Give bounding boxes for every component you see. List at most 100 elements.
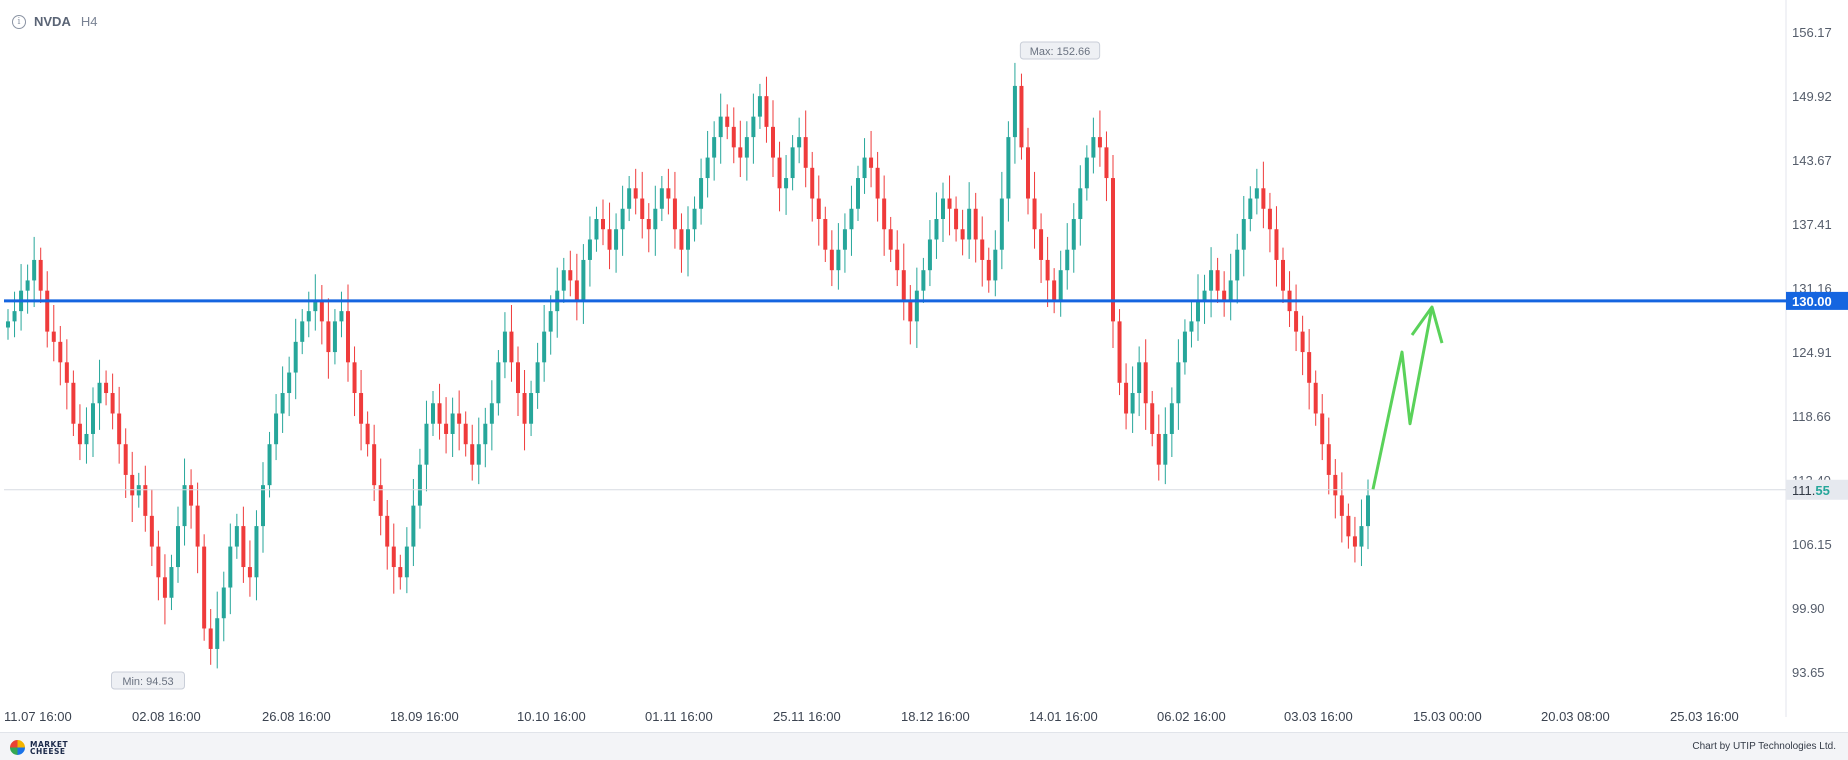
candle-body — [1176, 362, 1181, 404]
candle-body — [313, 300, 318, 312]
current-price-tag — [1786, 479, 1848, 500]
max-label-box — [1019, 41, 1101, 60]
candle-body — [431, 403, 435, 424]
candle-body — [476, 444, 481, 465]
candle-body — [999, 198, 1004, 250]
candle-body — [202, 546, 207, 629]
candle-body — [1320, 413, 1325, 445]
candle-body — [1261, 188, 1266, 209]
candle-body — [417, 464, 422, 506]
info-icon[interactable]: i — [12, 14, 26, 29]
candle-body — [620, 208, 625, 230]
candle-body — [38, 259, 43, 291]
candle-body — [25, 280, 30, 291]
y-tick-label: 149.92 — [1792, 89, 1832, 104]
y-tick-label: 137.41 — [1792, 217, 1832, 232]
candle-body — [836, 249, 841, 271]
candle-body — [97, 382, 102, 404]
candle-body — [215, 618, 220, 649]
candle-body — [470, 444, 475, 465]
candle-body — [1052, 280, 1057, 301]
price-chart[interactable]: 156.17149.92143.67137.41131.16124.91118.… — [0, 0, 1848, 732]
candle-body — [1104, 147, 1109, 179]
candle-body — [1366, 495, 1370, 527]
candle-body — [51, 331, 56, 342]
candle-body — [1163, 433, 1168, 465]
candle-body — [1045, 259, 1050, 281]
candle-body — [1202, 290, 1207, 301]
candle-body — [12, 311, 17, 322]
candle-body — [790, 147, 795, 179]
candle-body — [169, 567, 174, 598]
candle-body — [895, 249, 900, 271]
candle-body — [6, 321, 10, 328]
candle-body — [941, 198, 945, 220]
x-tick-label: 11.07 16:00 — [4, 709, 72, 724]
candle-body — [529, 393, 534, 424]
y-tick-label: 99.90 — [1792, 601, 1825, 616]
candle-body — [568, 270, 573, 281]
candle-body — [463, 423, 468, 445]
candle-body — [1352, 536, 1357, 547]
candle-body — [267, 444, 272, 486]
candle-body — [614, 229, 619, 250]
candle-body — [195, 505, 200, 547]
candle-body — [326, 321, 331, 353]
candle-body — [1084, 157, 1089, 189]
candle-body — [293, 341, 298, 373]
x-tick-label: 01.11 16:00 — [645, 709, 713, 724]
candle-body — [319, 300, 324, 322]
candle-body — [1307, 352, 1312, 383]
candle-body — [1228, 280, 1233, 301]
candle-body — [607, 229, 612, 250]
candle-body — [672, 198, 677, 230]
x-tick-label: 10.10 16:00 — [517, 709, 586, 724]
candle-body — [581, 259, 586, 301]
candle-body — [404, 546, 409, 578]
timeframe-label[interactable]: H4 — [80, 14, 98, 29]
candle-body — [548, 311, 553, 332]
candle-body — [149, 515, 154, 547]
candle-body — [692, 208, 697, 230]
candle-body — [306, 311, 311, 322]
x-tick-label: 18.09 16:00 — [390, 709, 459, 724]
candle-body — [666, 188, 671, 199]
candle-body — [1215, 270, 1220, 291]
candle-body — [901, 270, 906, 301]
candle-body — [1078, 188, 1083, 220]
candle-body — [908, 300, 913, 322]
candle-body — [973, 208, 978, 240]
candle-body — [280, 393, 285, 414]
candle-body — [359, 393, 364, 424]
candle-body — [993, 249, 998, 281]
candle-body — [875, 167, 880, 199]
candle-body — [123, 444, 128, 475]
candle-body — [633, 188, 638, 199]
candle-body — [1300, 331, 1305, 353]
candle-body — [659, 188, 664, 209]
candle-body — [1091, 137, 1096, 158]
candle-body — [934, 219, 939, 240]
candle-body — [346, 311, 350, 363]
level-price-tag — [1786, 291, 1848, 310]
candle-body — [84, 433, 89, 445]
candle-body — [954, 208, 959, 230]
candle-body — [450, 413, 455, 434]
candle-body — [228, 546, 233, 588]
candle-body — [234, 526, 239, 547]
candle-body — [764, 96, 769, 127]
x-tick-label: 06.02 16:00 — [1157, 709, 1226, 724]
candle-body — [803, 137, 808, 168]
candle-body — [247, 567, 252, 578]
y-tick-label: 93.65 — [1792, 665, 1825, 680]
candle-body — [1254, 188, 1259, 199]
candle-body — [372, 444, 377, 486]
candle-body — [1248, 198, 1253, 220]
y-tick-label: 124.91 — [1792, 345, 1832, 360]
footer-bar: MARKET CHEESE Chart by UTIP Technologies… — [0, 732, 1848, 760]
chart-header: i NVDA H4 — [12, 14, 97, 29]
candle-body — [64, 362, 69, 383]
candle-body — [1209, 270, 1214, 291]
candle-body — [829, 249, 834, 271]
candle-body — [601, 219, 605, 230]
